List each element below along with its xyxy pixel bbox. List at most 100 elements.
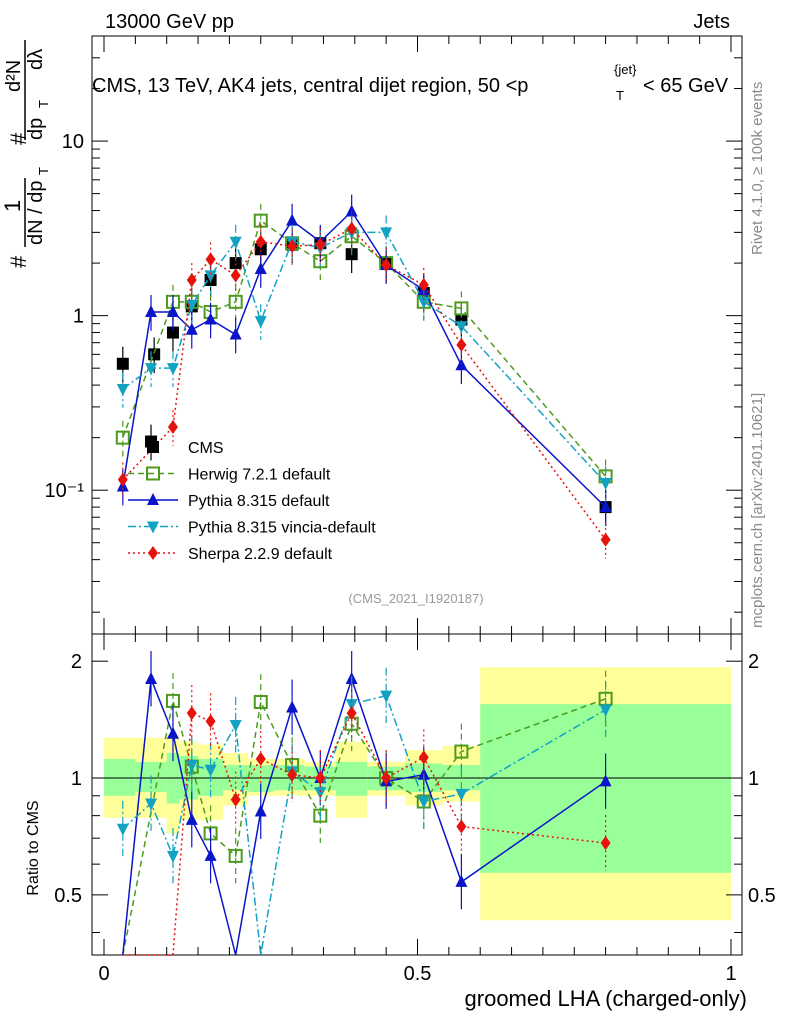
point-sherpa-2-2-9-default bbox=[381, 258, 392, 273]
point-pythia-8-315-vincia-default bbox=[116, 383, 129, 396]
series-line-herwig-7-2-1-default bbox=[122, 219, 607, 477]
ratio-point-pythia-8-315-default bbox=[599, 774, 612, 787]
ratio-line-pythia-8-315-default bbox=[122, 676, 607, 956]
ratio-ytick-label: 0.5 bbox=[54, 885, 82, 907]
ylabel-dn-dpt: dN / dp bbox=[25, 181, 47, 245]
ratio-point-pythia-8-315-vincia-default bbox=[204, 764, 217, 777]
point-sherpa-2-2-9-default bbox=[205, 252, 216, 267]
point-pythia-8-315-default bbox=[166, 304, 179, 317]
band-green-0 bbox=[104, 758, 136, 796]
point-sherpa-2-2-9-default bbox=[287, 239, 298, 254]
ylabel-dpt-sub: T bbox=[36, 100, 51, 108]
x-axis-label: groomed LHA (charged-only) bbox=[465, 986, 747, 1011]
main-frame bbox=[91, 35, 743, 635]
ratio-point-pythia-8-315-vincia-default bbox=[229, 719, 242, 732]
ylabel-one: 1 bbox=[0, 200, 25, 212]
axis-ticks: 10⁻¹ 1 10 0.5 0.5 1 1 2 2 0 0.5 1 bbox=[45, 35, 776, 985]
point-pythia-8-315-vincia-default bbox=[417, 296, 430, 309]
point-pythia-8-315-vincia-default bbox=[145, 363, 158, 376]
legend: CMS Herwig 7.2.1 default Pythia 8.315 defa… bbox=[128, 440, 376, 563]
ratio-uncertainty-bands bbox=[104, 667, 731, 921]
ratio-line-pythia-8-315-vincia-default bbox=[122, 694, 606, 956]
point-pythia-8-315-vincia-default bbox=[185, 300, 198, 313]
legend-marker-herwig-7-2-1-default bbox=[146, 466, 160, 481]
ratio-point-pythia-8-315-default bbox=[204, 848, 217, 861]
point-cms bbox=[116, 357, 129, 370]
band-green-9 bbox=[335, 761, 368, 796]
ratio-point-herwig-7-2-1-default bbox=[228, 848, 243, 863]
ylabel-hash-1: # bbox=[6, 255, 31, 268]
point-pythia-8-315-default bbox=[145, 304, 158, 317]
main-ytick-label: 10⁻¹ bbox=[45, 480, 85, 502]
ratio-point-herwig-7-2-1-default bbox=[253, 694, 268, 709]
title-tail: < 65 GeV bbox=[643, 75, 729, 97]
ratio-point-sherpa-2-2-9-default bbox=[346, 706, 357, 721]
ratio-point-pythia-8-315-vincia-default bbox=[417, 796, 430, 809]
ratio-point-sherpa-2-2-9-default bbox=[186, 706, 197, 721]
ratio-point-pythia-8-315-vincia-default bbox=[380, 690, 393, 703]
plot-title: CMS, 13 TeV, AK4 jets, central dijet reg… bbox=[92, 62, 729, 103]
point-cms bbox=[148, 348, 161, 361]
legend-marker-pythia-8-315-vincia-default bbox=[147, 521, 159, 534]
main-ytick-label: 1 bbox=[73, 306, 84, 328]
point-sherpa-2-2-9-default bbox=[167, 420, 178, 435]
point-sherpa-2-2-9-default bbox=[456, 337, 467, 352]
ratio-point-pythia-8-315-default bbox=[166, 726, 179, 739]
series-line-pythia-8-315-vincia-default bbox=[122, 231, 607, 484]
legend-label-pythia-8-315-vincia-default: Pythia 8.315 vincia-default bbox=[188, 520, 376, 537]
ratio-point-pythia-8-315-vincia-default bbox=[345, 699, 358, 712]
header-right: Jets bbox=[693, 11, 730, 33]
point-herwig-7-2-1-default bbox=[228, 294, 243, 309]
ratio-point-pythia-8-315-vincia-default bbox=[185, 760, 198, 773]
title-sub: T bbox=[616, 88, 624, 103]
title-sup: {jet} bbox=[614, 62, 637, 77]
point-pythia-8-315-default bbox=[345, 204, 358, 217]
ratio-ytick-label-right: 1 bbox=[748, 768, 759, 790]
ratio-point-sherpa-2-2-9-default bbox=[600, 836, 611, 851]
point-pythia-8-315-vincia-default bbox=[455, 321, 468, 334]
title-main: CMS, 13 TeV, AK4 jets, central dijet reg… bbox=[92, 75, 528, 97]
legend-marker-cms bbox=[147, 441, 159, 453]
ratio-point-pythia-8-315-vincia-default bbox=[455, 788, 468, 801]
point-herwig-7-2-1-default bbox=[115, 430, 130, 445]
main-y-axis-label: # 1 dN / dp T # d²N dp T dλ bbox=[0, 40, 51, 268]
point-sherpa-2-2-9-default bbox=[418, 277, 429, 292]
ratio-point-pythia-8-315-vincia-default bbox=[145, 798, 158, 811]
point-pythia-8-315-default bbox=[229, 327, 242, 340]
ratio-point-sherpa-2-2-9-default bbox=[456, 819, 467, 834]
series-line-pythia-8-315-default bbox=[122, 210, 607, 508]
point-pythia-8-315-default bbox=[254, 262, 267, 275]
legend-label-sherpa-2-2-9-default: Sherpa 2.2.9 default bbox=[188, 546, 333, 563]
ratio-point-pythia-8-315-default bbox=[145, 671, 158, 684]
legend-label-herwig-7-2-1-default: Herwig 7.2.1 default bbox=[188, 467, 331, 484]
ratio-point-pythia-8-315-vincia-default bbox=[314, 787, 327, 800]
ratio-point-sherpa-2-2-9-default bbox=[418, 750, 429, 765]
point-pythia-8-315-vincia-default bbox=[254, 316, 267, 329]
ylabel-dpt: dp bbox=[25, 118, 47, 140]
ratio-point-sherpa-2-2-9-default bbox=[255, 751, 266, 766]
mcplots-label: mcplots.cern.ch [arXiv:2401.10621] bbox=[749, 393, 766, 628]
ratio-point-sherpa-2-2-9-default bbox=[381, 771, 392, 786]
legend-label-cms: CMS bbox=[188, 440, 224, 457]
ratio-point-sherpa-2-2-9-default bbox=[315, 771, 326, 786]
legend-label-pythia-8-315-default: Pythia 8.315 default bbox=[188, 493, 330, 510]
point-pythia-8-315-vincia-default bbox=[204, 270, 217, 283]
analysis-id: (CMS_2021_I1920187) bbox=[348, 591, 483, 606]
point-sherpa-2-2-9-default bbox=[230, 268, 241, 283]
ratio-point-sherpa-2-2-9-default bbox=[287, 767, 298, 782]
rivet-version-label: Rivet 4.1.0, ≥ 100k events bbox=[749, 82, 766, 255]
point-pythia-8-315-vincia-default bbox=[599, 477, 612, 490]
main-ytick-label: 10 bbox=[62, 131, 84, 153]
point-pythia-8-315-vincia-default bbox=[380, 227, 393, 240]
xtick-label: 0.5 bbox=[404, 963, 432, 985]
xtick-label: 0 bbox=[98, 963, 109, 985]
ratio-point-sherpa-2-2-9-default bbox=[230, 792, 241, 807]
ratio-ytick-label-right: 0.5 bbox=[748, 885, 776, 907]
point-pythia-8-315-vincia-default bbox=[229, 236, 242, 249]
ratio-point-herwig-7-2-1-default bbox=[313, 808, 328, 823]
ratio-ytick-label: 1 bbox=[71, 768, 82, 790]
point-pythia-8-315-default bbox=[599, 500, 612, 513]
legend-marker-sherpa-2-2-9-default bbox=[148, 546, 158, 560]
ylabel-d2n: d²N bbox=[3, 60, 25, 92]
